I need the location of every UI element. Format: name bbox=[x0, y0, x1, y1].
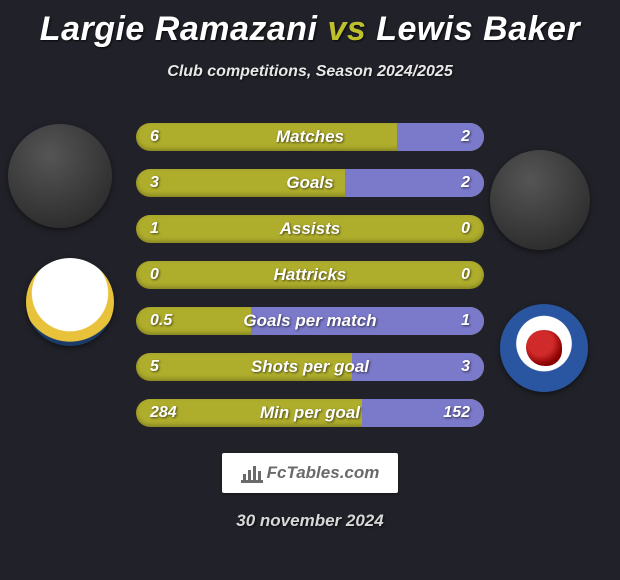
stat-label: Shots per goal bbox=[251, 357, 369, 377]
stat-label: Assists bbox=[280, 219, 340, 239]
player1-avatar bbox=[8, 124, 112, 228]
stat-right-value: 1 bbox=[461, 312, 470, 330]
branding-text: FcTables.com bbox=[267, 463, 380, 483]
title-vs: vs bbox=[327, 10, 366, 48]
title-player2: Lewis Baker bbox=[376, 10, 580, 48]
stat-right-fill bbox=[397, 123, 484, 151]
stat-row: 5 Shots per goal 3 bbox=[136, 353, 484, 381]
stat-row: 6 Matches 2 bbox=[136, 123, 484, 151]
stat-right-value: 0 bbox=[461, 266, 470, 284]
stat-left-value: 0.5 bbox=[150, 312, 172, 330]
player2-avatar bbox=[490, 150, 590, 250]
stat-label: Min per goal bbox=[260, 403, 360, 423]
stat-label: Matches bbox=[276, 127, 344, 147]
chart-icon bbox=[241, 463, 263, 483]
comparison-title: Largie Ramazani vs Lewis Baker bbox=[0, 0, 620, 49]
stat-left-value: 5 bbox=[150, 358, 159, 376]
player2-club-crest bbox=[500, 304, 588, 392]
branding-box: FcTables.com bbox=[222, 453, 398, 493]
stat-label: Goals bbox=[286, 173, 333, 193]
stat-row: 0.5 Goals per match 1 bbox=[136, 307, 484, 335]
stat-right-value: 0 bbox=[461, 220, 470, 238]
stat-right-value: 2 bbox=[461, 128, 470, 146]
generated-date: 30 november 2024 bbox=[0, 511, 620, 531]
stat-left-value: 0 bbox=[150, 266, 159, 284]
stat-label: Hattricks bbox=[274, 265, 347, 285]
stat-left-value: 3 bbox=[150, 174, 159, 192]
stat-row: 284 Min per goal 152 bbox=[136, 399, 484, 427]
title-player1: Largie Ramazani bbox=[40, 10, 318, 48]
stat-row: 1 Assists 0 bbox=[136, 215, 484, 243]
stat-label: Goals per match bbox=[243, 311, 376, 331]
stat-right-value: 152 bbox=[443, 404, 470, 422]
stat-row: 0 Hattricks 0 bbox=[136, 261, 484, 289]
stat-left-value: 284 bbox=[150, 404, 177, 422]
stats-container: 6 Matches 2 3 Goals 2 1 Assists 0 0 Hattricks 0 0.5 G… bbox=[136, 123, 484, 427]
stat-left-value: 1 bbox=[150, 220, 159, 238]
player1-club-crest bbox=[26, 258, 114, 346]
stat-right-value: 2 bbox=[461, 174, 470, 192]
stat-left-value: 6 bbox=[150, 128, 159, 146]
subtitle: Club competitions, Season 2024/2025 bbox=[0, 63, 620, 81]
stat-right-value: 3 bbox=[461, 358, 470, 376]
stat-row: 3 Goals 2 bbox=[136, 169, 484, 197]
